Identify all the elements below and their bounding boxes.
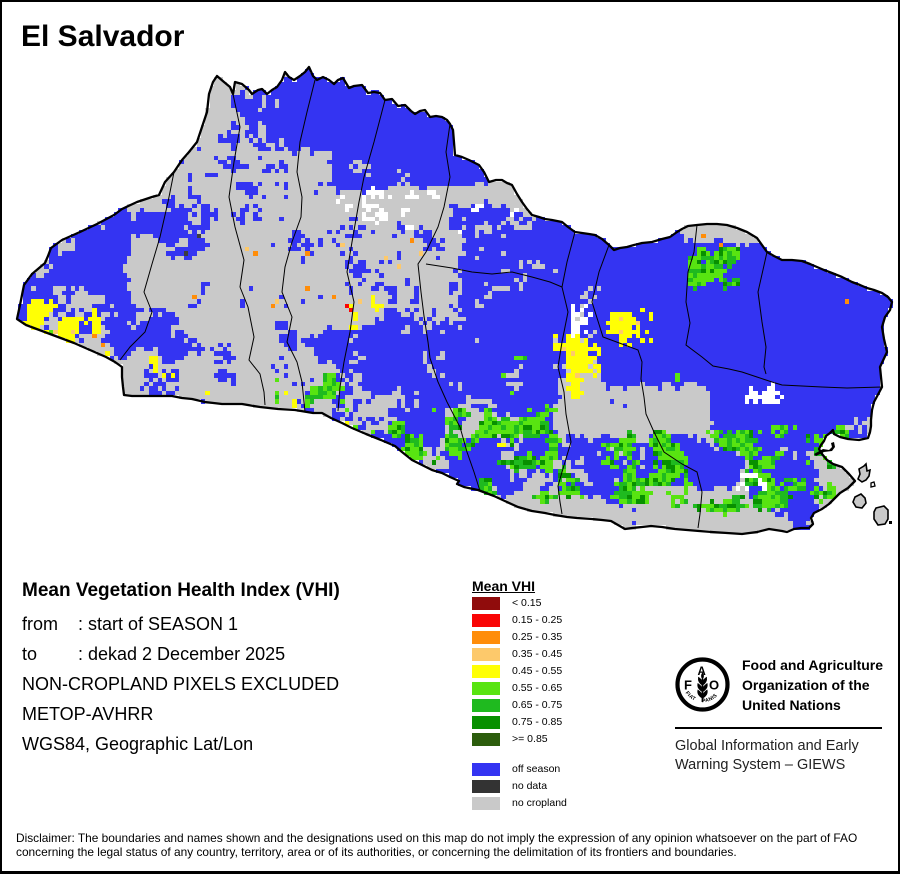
svg-text:A: A: [698, 666, 706, 678]
svg-text:PANIS: PANIS: [702, 693, 719, 705]
svg-text:F: F: [684, 678, 692, 693]
svg-text:O: O: [709, 678, 719, 693]
